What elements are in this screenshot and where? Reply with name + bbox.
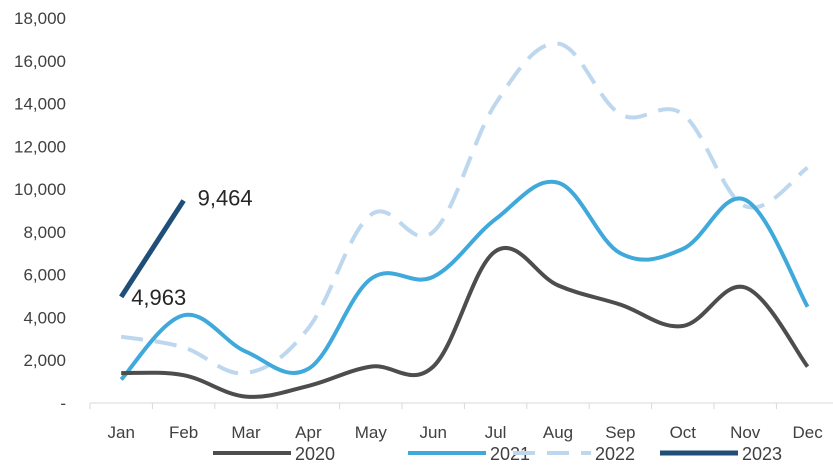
legend-label-2023: 2023 [742, 444, 782, 464]
y-tick-label: 14,000 [14, 95, 66, 114]
x-tick-label: Jun [419, 423, 446, 442]
x-tick-label: Nov [730, 423, 761, 442]
y-tick-label: - [60, 394, 66, 413]
x-tick-label: Feb [169, 423, 198, 442]
data-label-2023-0: 4,963 [131, 285, 186, 310]
y-tick-label: 6,000 [23, 266, 66, 285]
x-tick-label: Apr [295, 423, 322, 442]
x-axis: Jan Feb Mar Apr May Jun Jul Aug Sep Oct Nov Dec [89, 402, 833, 442]
legend-label-2022: 2022 [595, 444, 635, 464]
series-line-2021 [119, 179, 810, 381]
x-tick-label: Oct [670, 423, 697, 442]
x-tick-label: May [355, 423, 388, 442]
x-tick-label: Mar [231, 423, 261, 442]
data-label-2023-1: 9,464 [198, 186, 253, 211]
legend-label-2020: 2020 [295, 444, 335, 464]
series-line-2020 [121, 246, 810, 399]
y-tick-label: 18,000 [14, 9, 66, 28]
x-tick-label: Dec [792, 423, 823, 442]
x-tick-label: Aug [543, 423, 573, 442]
y-tick-label: 12,000 [14, 137, 66, 156]
series-line-2023 [119, 199, 186, 299]
y-tick-label: 16,000 [14, 52, 66, 71]
legend: 2020 2021 2022 2023 [213, 444, 782, 464]
legend-label-2021: 2021 [490, 444, 530, 464]
x-tick-label: Jul [485, 423, 507, 442]
y-axis: - 2,000 4,000 6,000 8,000 10,000 12,000 14,000 1… [14, 9, 66, 413]
data-labels: 4,963 9,464 [131, 186, 252, 310]
y-tick-label: 2,000 [23, 351, 66, 370]
series-line-2022 [120, 41, 809, 376]
y-tick-label: 8,000 [23, 223, 66, 242]
x-tick-label: Jan [107, 423, 134, 442]
y-tick-label: 4,000 [23, 308, 66, 327]
x-tick-label: Sep [605, 423, 635, 442]
y-tick-label: 10,000 [14, 180, 66, 199]
series-layer [119, 41, 810, 399]
